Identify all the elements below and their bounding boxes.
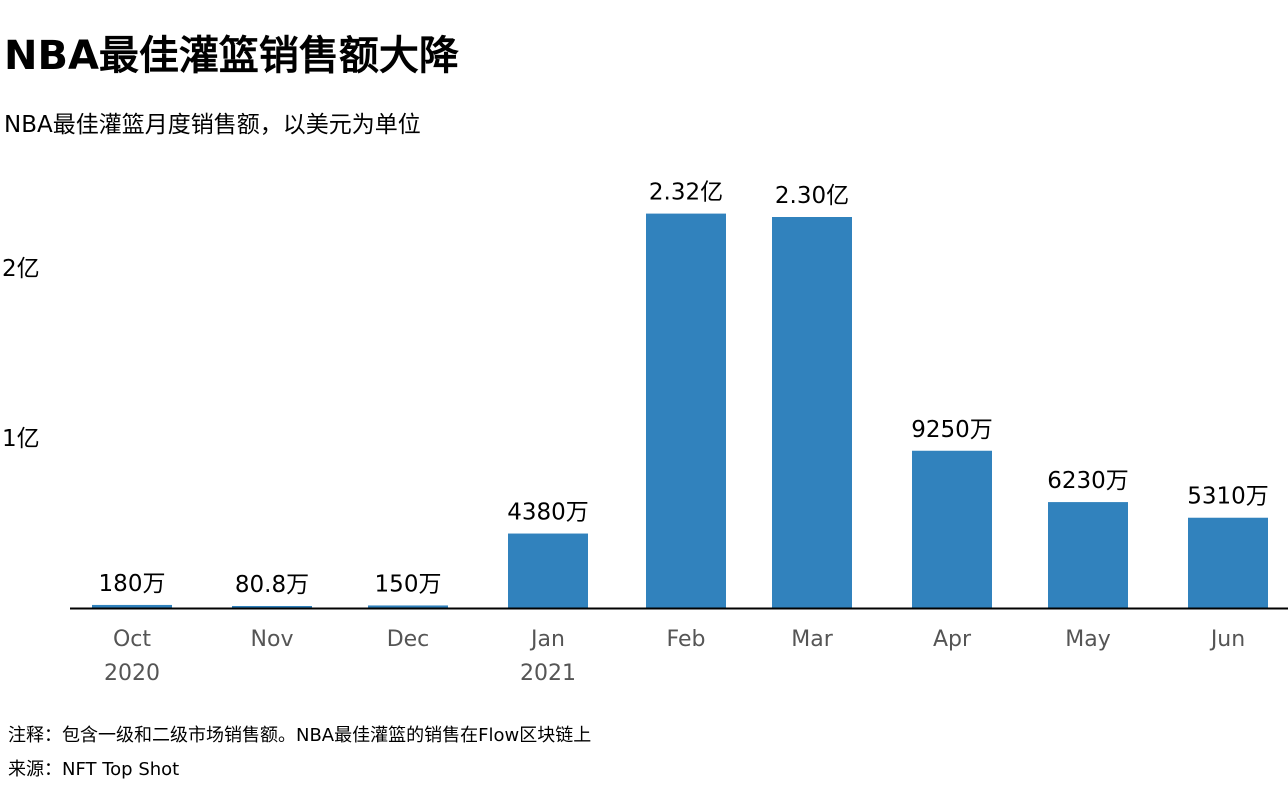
y-tick-label: 2亿 xyxy=(2,256,40,282)
bar xyxy=(772,217,852,608)
x-tick-label: Nov xyxy=(251,627,294,652)
bar-value-label: 5310万 xyxy=(1187,484,1269,510)
x-tick-label: Feb xyxy=(667,627,706,652)
x-tick-label: Jun xyxy=(1209,627,1245,652)
bar xyxy=(508,533,588,608)
chart-title: NBA最佳灌篮销售额大降 xyxy=(4,33,459,79)
bar xyxy=(368,605,448,608)
x-tick-label: Oct xyxy=(113,627,151,652)
chart-note: 注释：包含一级和二级市场销售额。NBA最佳灌篮的销售在Flow区块链上 xyxy=(8,725,592,746)
bar-value-label: 180万 xyxy=(99,571,166,597)
x-tick-label: May xyxy=(1065,627,1110,652)
x-tick-label: Jan xyxy=(529,627,565,652)
bar xyxy=(1048,502,1128,608)
bar-value-label: 4380万 xyxy=(507,500,589,526)
chart-subtitle: NBA最佳灌篮月度销售额，以美元为单位 xyxy=(4,112,421,138)
bar-value-label: 6230万 xyxy=(1047,468,1129,494)
bar-value-label: 2.32亿 xyxy=(649,180,723,206)
x-tick-label: Apr xyxy=(933,627,972,652)
x-tick-label: Dec xyxy=(387,627,430,652)
bar-value-label: 9250万 xyxy=(911,417,993,443)
x-tick-label: 2020 xyxy=(104,661,160,686)
bar-value-label: 80.8万 xyxy=(235,572,309,598)
y-tick-label: 1亿 xyxy=(2,426,40,452)
bar xyxy=(912,450,992,608)
x-tick-label: 2021 xyxy=(520,661,576,686)
x-tick-label: Mar xyxy=(791,627,833,652)
bar xyxy=(232,606,312,608)
bar xyxy=(646,213,726,608)
bar xyxy=(92,604,172,608)
bar xyxy=(1188,517,1268,608)
chart-source: 来源：NFT Top Shot xyxy=(8,759,180,780)
bar-value-label: 150万 xyxy=(375,571,442,597)
bar-value-label: 2.30亿 xyxy=(775,183,849,209)
